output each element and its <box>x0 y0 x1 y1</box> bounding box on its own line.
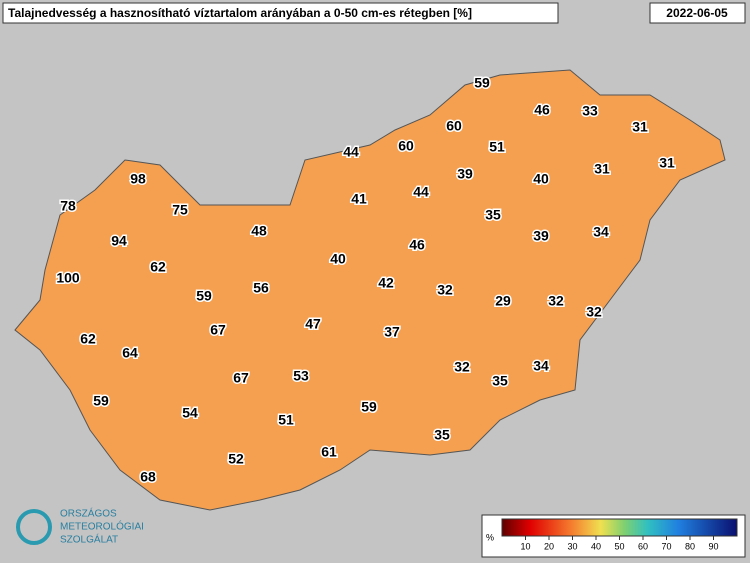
station-value: 40 <box>330 251 346 267</box>
station-value: 51 <box>489 139 505 155</box>
station-value: 31 <box>594 161 610 177</box>
station-value: 44 <box>413 184 429 200</box>
station-value: 39 <box>457 166 473 182</box>
title: Talajnedvesség a hasznosítható víztartal… <box>8 6 472 20</box>
logo-text: METEOROLÓGIAI <box>60 520 144 533</box>
station-value: 78 <box>60 198 76 214</box>
station-value: 59 <box>474 75 490 91</box>
station-value: 40 <box>533 171 549 187</box>
station-value: 61 <box>321 444 337 460</box>
station-value: 52 <box>228 451 244 467</box>
logo-text: SZOLGÁLAT <box>60 533 118 546</box>
station-value: 35 <box>434 427 450 443</box>
station-value: 48 <box>251 223 267 239</box>
legend-tick-label: 90 <box>708 541 718 551</box>
station-value: 31 <box>632 119 648 135</box>
station-value: 41 <box>351 191 367 207</box>
legend-tick-label: 30 <box>567 541 577 551</box>
station-value: 46 <box>409 237 425 253</box>
station-value: 31 <box>659 155 675 171</box>
logo-text: ORSZÁGOS <box>60 507 117 520</box>
station-value: 37 <box>384 324 400 340</box>
station-value: 32 <box>454 359 470 375</box>
station-value: 32 <box>586 304 602 320</box>
logo-icon <box>16 509 52 545</box>
station-value: 44 <box>343 144 359 160</box>
station-value: 100 <box>56 270 80 286</box>
station-value: 59 <box>361 399 377 415</box>
station-value: 35 <box>492 373 508 389</box>
date: 2022-06-05 <box>666 6 728 20</box>
date-box <box>649 2 746 24</box>
station-value: 68 <box>140 469 156 485</box>
station-value: 39 <box>533 228 549 244</box>
legend-tick-label: 80 <box>685 541 695 551</box>
legend-tick-label: 20 <box>544 541 554 551</box>
station-value: 47 <box>305 316 321 332</box>
hungary <box>14 69 726 511</box>
station-value: 53 <box>293 368 309 384</box>
station-value: 34 <box>593 224 609 240</box>
station-value: 46 <box>534 102 550 118</box>
legend-tick-label: 40 <box>591 541 601 551</box>
station-value: 62 <box>80 331 96 347</box>
station-value: 42 <box>378 275 394 291</box>
station-value: 54 <box>182 405 198 421</box>
legend-unit: % <box>486 532 494 542</box>
legend-tick-label: 50 <box>614 541 624 551</box>
station-value: 60 <box>446 118 462 134</box>
station-value: 64 <box>122 345 138 361</box>
station-value: 35 <box>485 207 501 223</box>
station-value: 56 <box>253 280 269 296</box>
station-value: 32 <box>548 293 564 309</box>
station-value: 29 <box>495 293 511 309</box>
station-value: 59 <box>93 393 109 409</box>
legend-tick-label: 60 <box>638 541 648 551</box>
station-value: 67 <box>210 322 226 338</box>
station-value: 33 <box>582 103 598 119</box>
station-value: 98 <box>130 171 146 187</box>
title-box <box>2 2 559 24</box>
station-value: 32 <box>437 282 453 298</box>
station-value: 34 <box>533 358 549 374</box>
station-value: 60 <box>398 138 414 154</box>
station-value: 51 <box>278 412 294 428</box>
station-value: 94 <box>111 233 127 249</box>
station-value: 62 <box>150 259 166 275</box>
station-value: 75 <box>172 202 188 218</box>
legend-tick-label: 70 <box>661 541 671 551</box>
legend-tick-label: 10 <box>520 541 530 551</box>
station-value: 67 <box>233 370 249 386</box>
station-value: 59 <box>196 288 212 304</box>
colorbar <box>501 518 738 537</box>
